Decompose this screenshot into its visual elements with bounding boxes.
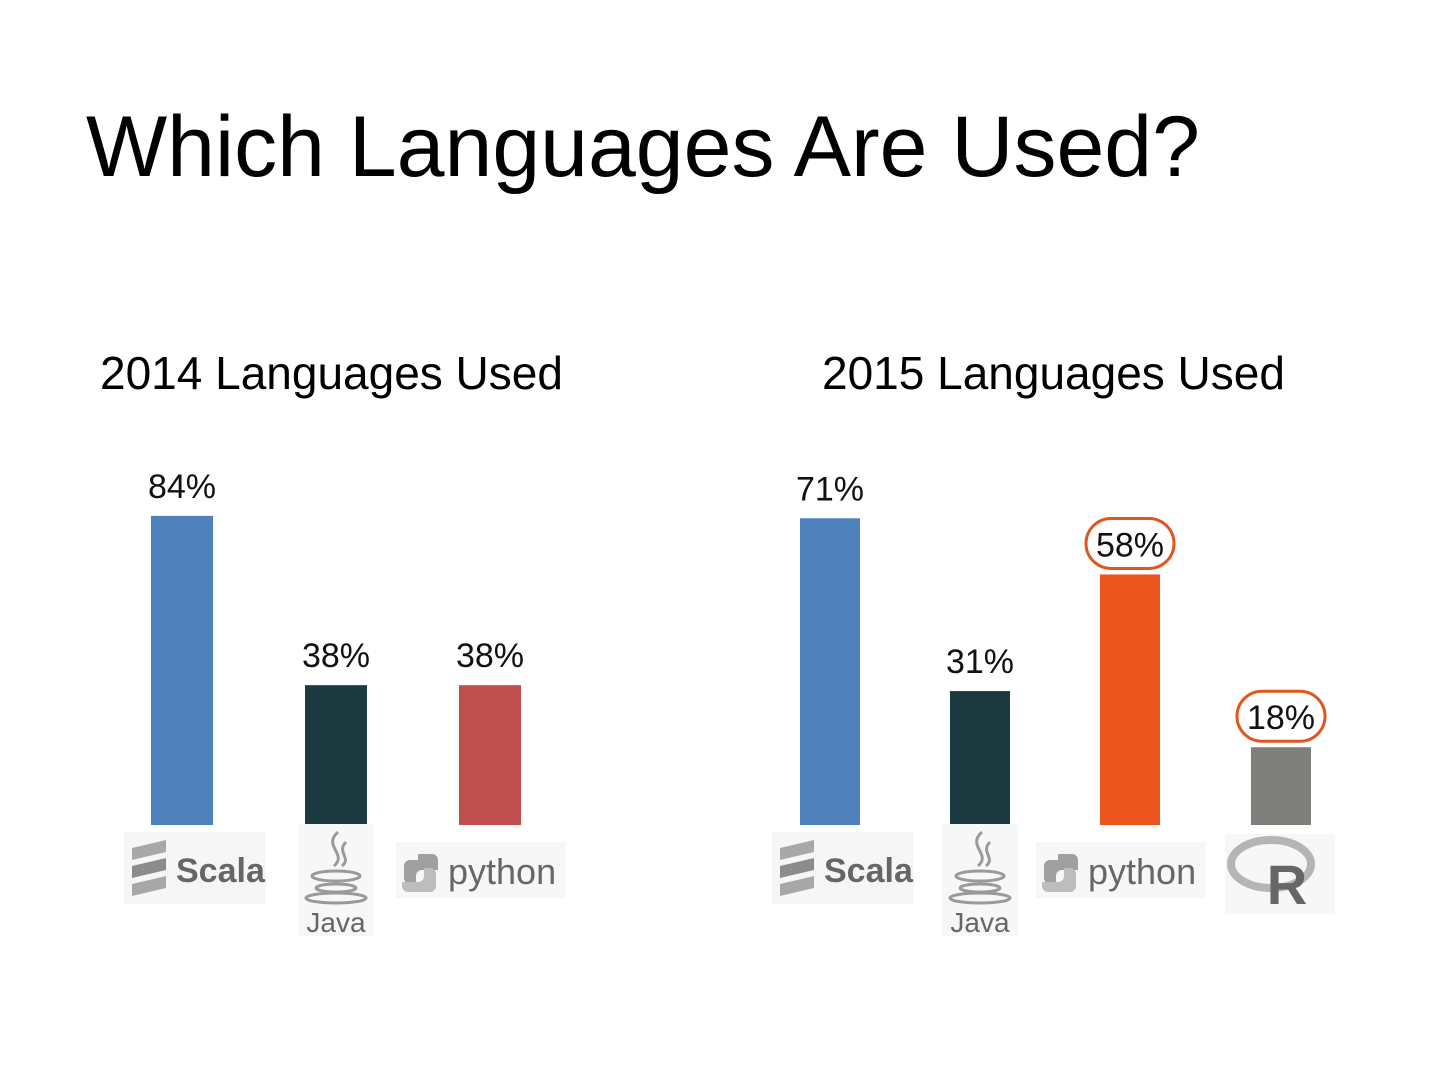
bar-r bbox=[1251, 747, 1311, 825]
value-label-java: 31% bbox=[946, 643, 1014, 681]
value-label-java: 38% bbox=[302, 637, 370, 675]
scala-logo: Scala bbox=[124, 832, 266, 904]
svg-text:R: R bbox=[1267, 853, 1307, 916]
svg-text:Scala: Scala bbox=[824, 852, 914, 890]
bar-java bbox=[950, 691, 1010, 825]
highlight-python bbox=[1084, 516, 1176, 570]
java-logo: Java bbox=[942, 824, 1018, 938]
python-logo: python bbox=[1036, 842, 1206, 898]
chart-2015: 71% Scala 31% Java 58% python 18% R bbox=[772, 470, 1335, 938]
svg-text:Java: Java bbox=[306, 907, 366, 938]
value-label-python: 38% bbox=[456, 637, 524, 675]
chart-title-2014: 2014 Languages Used bbox=[100, 347, 563, 399]
slide-title: Which Languages Are Used? bbox=[86, 99, 1200, 195]
svg-text:Scala: Scala bbox=[176, 852, 266, 890]
svg-text:python: python bbox=[1088, 851, 1196, 892]
svg-text:python: python bbox=[448, 851, 556, 892]
r-logo: R bbox=[1225, 834, 1335, 916]
java-logo: Java bbox=[298, 824, 374, 938]
chart-2014: 84% Scala 38% Java 38% python bbox=[124, 468, 566, 938]
scala-logo: Scala bbox=[772, 832, 914, 904]
bar-python bbox=[1100, 574, 1160, 825]
value-label-python: 58% bbox=[1096, 526, 1164, 564]
bar-scala bbox=[151, 515, 213, 825]
chart-title-2015: 2015 Languages Used bbox=[822, 347, 1285, 399]
value-label-scala: 84% bbox=[148, 468, 216, 506]
bar-python bbox=[459, 685, 521, 825]
python-logo: python bbox=[396, 842, 566, 898]
bar-java bbox=[305, 685, 367, 825]
value-label-scala: 71% bbox=[796, 470, 864, 508]
highlight-r bbox=[1235, 689, 1327, 743]
svg-text:Java: Java bbox=[950, 907, 1010, 938]
value-label-r: 18% bbox=[1247, 699, 1315, 737]
bar-scala bbox=[800, 518, 860, 825]
